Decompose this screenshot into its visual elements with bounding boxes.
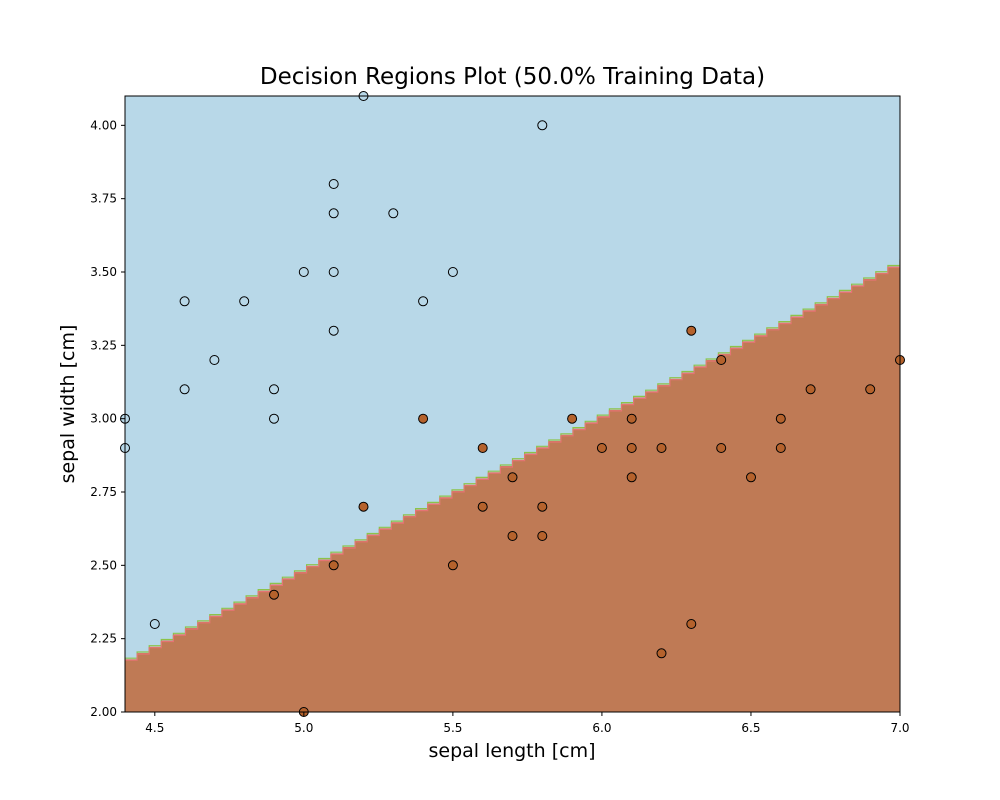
data-point	[865, 384, 876, 395]
data-point	[447, 267, 458, 277]
data-point	[269, 384, 279, 395]
x-tick-label: 5.5	[443, 721, 462, 735]
y-tick-label: 4.00	[90, 118, 117, 132]
x-tick-label: 6.5	[741, 721, 760, 735]
decision-region-upper	[125, 96, 900, 660]
y-axis-label: sepal width [cm]	[57, 325, 79, 484]
data-point	[686, 619, 697, 629]
data-point	[328, 208, 339, 219]
data-point	[358, 501, 369, 512]
data-point	[328, 179, 339, 189]
y-axis: 2.00 2.25 2.50 2.75 3.00 3.25 3.50 3.75 4.00	[90, 118, 125, 719]
data-point	[477, 443, 488, 453]
decision-boundary-line	[125, 261, 900, 661]
data-point	[686, 325, 697, 336]
data-point	[477, 501, 488, 512]
data-points	[120, 91, 905, 717]
data-point	[716, 443, 727, 453]
data-point	[507, 531, 518, 541]
y-tick-label: 2.25	[90, 632, 117, 646]
data-point	[209, 355, 220, 365]
data-point	[596, 443, 607, 453]
data-point	[388, 208, 399, 219]
y-tick-label: 3.75	[90, 192, 117, 206]
x-tick-label: 6.0	[592, 721, 611, 735]
data-point	[179, 296, 190, 307]
y-tick-label: 2.00	[90, 705, 117, 719]
data-point	[269, 413, 279, 424]
data-point	[626, 472, 637, 483]
data-point	[447, 560, 458, 571]
data-point	[656, 443, 667, 453]
data-point	[239, 296, 250, 307]
y-tick-label: 2.50	[90, 558, 117, 572]
y-tick-label: 3.00	[90, 412, 117, 426]
data-point	[626, 443, 637, 453]
data-point	[418, 296, 429, 307]
x-axis-label: sepal length [cm]	[429, 740, 596, 762]
x-tick-label: 4.5	[145, 721, 164, 735]
decision-region-lower	[125, 260, 900, 712]
y-tick-label: 2.75	[90, 485, 117, 499]
data-point	[298, 267, 309, 277]
data-point	[626, 413, 637, 424]
data-point	[328, 325, 339, 336]
data-point	[537, 531, 548, 541]
data-point	[537, 501, 548, 512]
plot-frame	[124, 95, 901, 713]
data-point	[179, 384, 190, 395]
data-point	[805, 384, 816, 395]
x-tick-label: 7.0	[890, 721, 909, 735]
data-point	[269, 589, 279, 600]
y-tick-label: 3.25	[90, 338, 117, 352]
y-tick-label: 3.50	[90, 265, 117, 279]
data-point	[149, 619, 160, 629]
x-tick-label: 5.0	[294, 721, 313, 735]
data-point	[328, 267, 339, 277]
data-point	[746, 472, 756, 483]
data-point	[567, 413, 578, 424]
data-point	[716, 355, 727, 365]
data-point	[537, 120, 548, 131]
x-axis: 4.5 5.0 5.5 6.0 6.5 7.0	[145, 712, 910, 735]
data-point	[328, 560, 339, 571]
chart-title: Decision Regions Plot (50.0% Training Da…	[259, 64, 766, 90]
data-point	[656, 648, 667, 659]
data-point	[418, 413, 429, 424]
data-point	[775, 443, 786, 453]
data-point	[775, 413, 786, 424]
data-point	[507, 472, 518, 483]
